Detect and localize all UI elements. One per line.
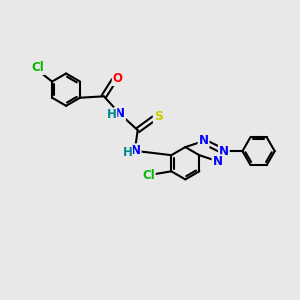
Text: S: S — [154, 110, 163, 122]
Text: O: O — [113, 72, 123, 85]
Text: Cl: Cl — [31, 61, 44, 74]
Text: N: N — [213, 155, 223, 168]
Text: N: N — [199, 134, 208, 147]
Text: H: H — [107, 108, 117, 122]
Text: H: H — [122, 146, 132, 159]
Text: N: N — [219, 145, 229, 158]
Text: N: N — [130, 144, 141, 157]
Text: N: N — [115, 107, 125, 121]
Text: Cl: Cl — [142, 169, 155, 182]
